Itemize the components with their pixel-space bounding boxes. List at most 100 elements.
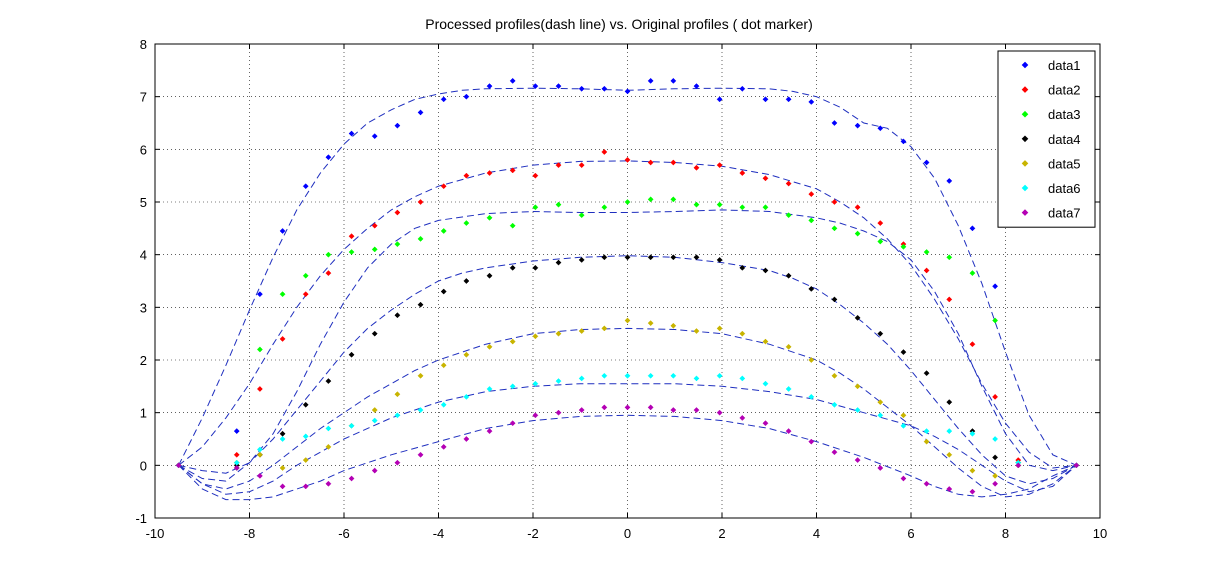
data-point [762,175,769,182]
data-point [417,109,424,116]
data-point [486,83,493,90]
x-tick-label: 6 [907,526,914,541]
data-point [923,370,930,377]
data-point [486,343,493,350]
data-point [509,222,516,229]
data-point [348,233,355,240]
data-point [831,449,838,456]
data-point [371,330,378,337]
data-point [647,196,654,203]
data-point [831,120,838,126]
legend-marker [1021,135,1029,143]
data-point [693,375,700,382]
data-point [992,480,999,487]
data-point [923,428,930,435]
data-point [785,386,792,392]
x-tick-label: -4 [433,526,445,541]
data-point [348,130,355,137]
x-tick-label: 0 [624,526,631,541]
data-point [831,401,838,408]
data-point [923,249,930,255]
data-point [854,230,861,237]
data-point [256,291,263,298]
data-point [762,96,769,103]
data-point [877,238,884,245]
data-point [716,201,723,208]
data-point [302,401,309,408]
data-point [256,472,263,479]
data-point [647,372,654,379]
data-point [785,428,792,435]
data-point [624,372,631,379]
data-point [371,407,378,413]
x-tick-label: 8 [1002,526,1009,541]
legend-label: data2 [1048,83,1081,98]
legend-label: data1 [1048,58,1081,73]
data-point [440,183,447,190]
data-point [808,285,815,292]
data-point [739,204,746,211]
data-point [716,409,723,416]
data-point [371,246,378,253]
data-point [394,122,401,129]
legend-label: data4 [1048,132,1081,147]
x-tick-label: 10 [1093,526,1107,541]
data-point [808,438,815,445]
data-point [256,346,263,353]
data-point [992,317,999,324]
data-point [463,220,470,227]
data-point [647,77,654,84]
legend-label: data6 [1048,181,1081,196]
data-point [440,443,447,450]
data-point [693,254,700,261]
data-point [969,341,976,348]
data-point [969,467,976,474]
data-point [601,254,608,261]
data-point [624,88,631,95]
data-point [624,199,631,205]
data-point [463,393,470,400]
data-point [854,457,861,464]
data-point [1073,462,1080,469]
y-tick-label: 4 [140,248,147,263]
data-point [394,312,401,319]
legend-marker [1021,209,1029,216]
data-point [578,407,585,413]
data-point [463,278,470,284]
data-point [762,380,769,387]
data-point [992,393,999,400]
data-point [394,241,401,248]
fit-line [178,414,1077,501]
data-point [532,264,539,271]
legend-marker [1021,86,1029,93]
data-point [693,201,700,208]
data-point [440,288,447,295]
data-point [739,330,746,337]
data-point [325,251,332,258]
data-point [739,85,746,92]
data-point [325,154,332,161]
data-point [325,425,332,432]
data-point [831,296,838,303]
data-point [877,465,884,471]
data-point [440,96,447,103]
data-point [647,254,654,261]
data-point [923,159,930,166]
data-point [279,228,286,234]
series-data3 [175,196,1080,471]
data-point [371,417,378,424]
data-point [716,162,723,169]
data-point [233,465,240,471]
data-point [808,393,815,400]
data-point [854,204,861,211]
data-point [900,349,907,356]
fit-line [178,209,1077,474]
data-point [578,212,585,219]
legend-marker [1021,160,1029,167]
data-point [279,335,286,342]
data-point [555,259,562,266]
y-tick-label: 6 [140,142,147,157]
data-point [394,391,401,398]
